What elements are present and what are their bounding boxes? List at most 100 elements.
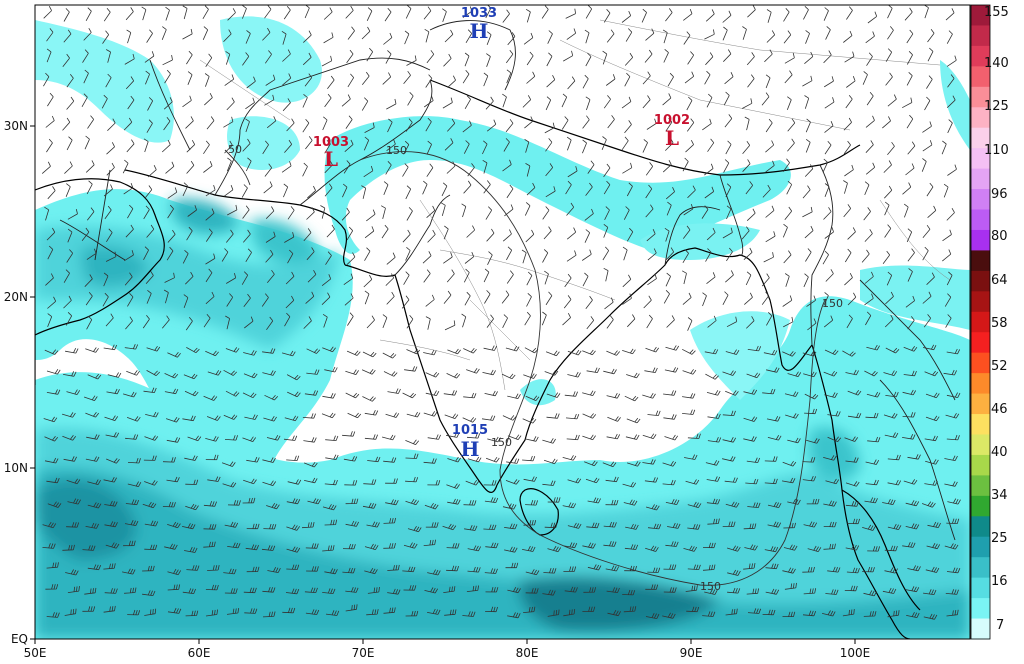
wind-barb	[103, 605, 116, 613]
wind-barb	[405, 439, 420, 445]
wind-barb	[447, 75, 456, 88]
low-center-tibet: 1002 L	[654, 113, 690, 150]
wind-barb	[783, 316, 794, 328]
wind-barb	[167, 521, 181, 529]
wind-barb	[325, 454, 339, 460]
wind-barb	[542, 438, 556, 444]
wind-barb	[144, 608, 157, 616]
wind-barb	[707, 413, 721, 419]
wind-barb	[405, 246, 411, 261]
wind-barb	[104, 588, 118, 594]
wind-barb	[844, 248, 852, 263]
wind-barb	[566, 202, 575, 216]
wind-barb	[366, 7, 373, 21]
wind-barb	[523, 520, 537, 526]
wind-barb	[485, 542, 499, 549]
wind-barb	[325, 610, 340, 616]
wind-barb	[525, 569, 540, 576]
wind-barb	[864, 181, 870, 196]
wind-barb	[304, 390, 319, 396]
wind-barb	[946, 518, 960, 524]
wind-barb	[902, 434, 916, 440]
wind-barb	[466, 225, 476, 238]
colorbar-swatch	[971, 5, 990, 27]
wind-barb	[46, 612, 60, 618]
wind-barb	[665, 8, 673, 22]
wind-barb	[86, 180, 93, 195]
wind-barb	[627, 314, 636, 328]
wind-barb	[364, 410, 379, 416]
colorbar-swatch	[971, 516, 990, 538]
wind-barb	[887, 454, 901, 461]
wind-barb	[782, 351, 796, 357]
wind-barb	[262, 586, 276, 593]
wind-barb	[743, 523, 757, 530]
wind-barb	[923, 314, 932, 328]
colorbar-swatch	[971, 352, 990, 374]
wind-barb	[321, 292, 331, 305]
wind-barb	[166, 437, 181, 443]
wind-barb	[804, 164, 814, 177]
wind-barb	[186, 50, 193, 65]
wind-barb	[624, 395, 639, 402]
wind-barb	[383, 457, 397, 463]
lat-label: 20N	[4, 290, 28, 304]
wind-barb	[446, 483, 460, 489]
wind-barb	[363, 479, 377, 485]
wind-barb	[367, 586, 380, 594]
wind-barb	[563, 608, 576, 617]
wind-barb	[907, 454, 921, 460]
wind-barb	[187, 71, 193, 85]
wind-barb	[481, 415, 496, 421]
wind-barb	[464, 291, 471, 306]
wind-barb	[324, 93, 332, 108]
wind-barb	[244, 608, 258, 614]
wind-barb	[384, 7, 392, 22]
wind-barb	[382, 72, 392, 85]
wind-barb	[403, 585, 417, 591]
wind-barb	[147, 165, 157, 178]
wind-barb	[544, 522, 558, 529]
wind-barb	[64, 161, 73, 174]
wind-barb	[226, 157, 232, 172]
wind-barb	[682, 369, 697, 375]
wind-barb	[906, 228, 913, 243]
wind-barb	[102, 30, 110, 44]
wind-barb	[144, 185, 153, 199]
wind-barb	[287, 391, 301, 398]
wind-barb	[763, 252, 774, 263]
wind-barb	[226, 608, 240, 615]
wind-barb	[224, 588, 238, 594]
wind-barb	[125, 76, 135, 90]
wind-barb	[602, 50, 608, 65]
wind-barb	[427, 434, 441, 440]
wind-barb	[303, 228, 312, 242]
wind-barb	[426, 50, 435, 64]
wind-barb	[243, 587, 257, 594]
wind-barb	[865, 311, 872, 326]
wind-barb	[781, 477, 796, 484]
wind-barb	[682, 249, 689, 264]
wind-barb	[402, 229, 411, 243]
wind-barb	[866, 52, 873, 66]
wind-barb	[827, 436, 842, 442]
wind-barb	[406, 411, 421, 418]
wind-barb	[702, 564, 716, 571]
wind-barb	[207, 370, 222, 376]
wind-barb	[225, 347, 240, 353]
wind-barb	[846, 567, 860, 574]
wind-barb	[266, 269, 275, 283]
wind-barb	[645, 204, 654, 218]
wind-barb	[746, 52, 755, 66]
wind-barb	[405, 498, 420, 506]
wind-barb	[645, 346, 660, 353]
wind-barb	[462, 69, 470, 84]
wind-barb	[104, 521, 118, 528]
wind-barb	[946, 567, 961, 574]
wind-barb	[344, 293, 354, 306]
wind-barb	[605, 499, 619, 506]
wind-barb	[63, 371, 77, 377]
wind-barb	[864, 370, 878, 377]
wind-barb	[306, 566, 319, 572]
wind-barb	[726, 247, 733, 262]
